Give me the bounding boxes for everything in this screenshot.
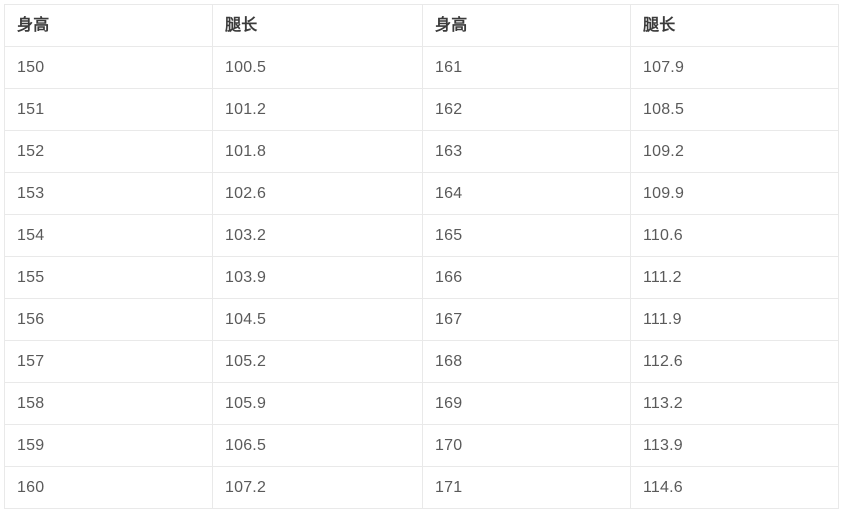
cell-leglength-right: 108.5 (630, 88, 839, 131)
cell-leglength-right: 113.9 (630, 424, 839, 467)
cell-leglength-left: 103.2 (212, 214, 423, 257)
cell-height-left: 156 (4, 298, 213, 341)
cell-leglength-right: 112.6 (630, 340, 839, 383)
table-row: 151 101.2 162 108.5 (4, 88, 839, 131)
cell-height-left: 158 (4, 382, 213, 425)
cell-height-right: 163 (422, 130, 631, 173)
cell-leglength-right: 111.2 (630, 256, 839, 299)
cell-height-left: 155 (4, 256, 213, 299)
cell-leglength-left: 100.5 (212, 46, 423, 89)
cell-height-right: 165 (422, 214, 631, 257)
cell-height-right: 161 (422, 46, 631, 89)
cell-height-right: 164 (422, 172, 631, 215)
cell-leglength-left: 104.5 (212, 298, 423, 341)
table-row: 156 104.5 167 111.9 (4, 298, 839, 341)
cell-leglength-left: 101.8 (212, 130, 423, 173)
cell-leglength-right: 114.6 (630, 466, 839, 509)
table-row: 150 100.5 161 107.9 (4, 46, 839, 89)
cell-leglength-right: 107.9 (630, 46, 839, 89)
cell-height-right: 169 (422, 382, 631, 425)
cell-height-right: 166 (422, 256, 631, 299)
cell-height-left: 151 (4, 88, 213, 131)
cell-height-right: 171 (422, 466, 631, 509)
cell-height-left: 157 (4, 340, 213, 383)
table-container: 身高 腿长 身高 腿长 150 100.5 161 107.9 151 101.… (4, 4, 839, 509)
cell-leglength-left: 102.6 (212, 172, 423, 215)
column-header-leglength-right: 腿长 (630, 4, 839, 47)
cell-height-left: 152 (4, 130, 213, 173)
cell-height-left: 153 (4, 172, 213, 215)
cell-height-left: 150 (4, 46, 213, 89)
table-body: 150 100.5 161 107.9 151 101.2 162 108.5 … (4, 46, 839, 509)
cell-height-left: 154 (4, 214, 213, 257)
table-header: 身高 腿长 身高 腿长 (4, 4, 839, 47)
cell-leglength-right: 109.9 (630, 172, 839, 215)
table-row: 152 101.8 163 109.2 (4, 130, 839, 173)
cell-leglength-left: 103.9 (212, 256, 423, 299)
cell-height-right: 168 (422, 340, 631, 383)
table-row: 158 105.9 169 113.2 (4, 382, 839, 425)
height-leglength-table: 身高 腿长 身高 腿长 150 100.5 161 107.9 151 101.… (4, 4, 839, 509)
column-header-height-left: 身高 (4, 4, 213, 47)
table-row: 160 107.2 171 114.6 (4, 466, 839, 509)
cell-height-left: 159 (4, 424, 213, 467)
table-row: 154 103.2 165 110.6 (4, 214, 839, 257)
column-header-height-right: 身高 (422, 4, 631, 47)
cell-leglength-left: 105.9 (212, 382, 423, 425)
table-row: 153 102.6 164 109.9 (4, 172, 839, 215)
cell-leglength-right: 109.2 (630, 130, 839, 173)
cell-leglength-left: 105.2 (212, 340, 423, 383)
cell-height-right: 167 (422, 298, 631, 341)
table-row: 155 103.9 166 111.2 (4, 256, 839, 299)
cell-leglength-left: 101.2 (212, 88, 423, 131)
cell-leglength-left: 107.2 (212, 466, 423, 509)
table-header-row: 身高 腿长 身高 腿长 (4, 4, 839, 47)
cell-leglength-right: 110.6 (630, 214, 839, 257)
cell-leglength-right: 113.2 (630, 382, 839, 425)
cell-height-right: 162 (422, 88, 631, 131)
cell-leglength-right: 111.9 (630, 298, 839, 341)
table-row: 159 106.5 170 113.9 (4, 424, 839, 467)
cell-height-right: 170 (422, 424, 631, 467)
table-row: 157 105.2 168 112.6 (4, 340, 839, 383)
cell-height-left: 160 (4, 466, 213, 509)
cell-leglength-left: 106.5 (212, 424, 423, 467)
column-header-leglength-left: 腿长 (212, 4, 423, 47)
